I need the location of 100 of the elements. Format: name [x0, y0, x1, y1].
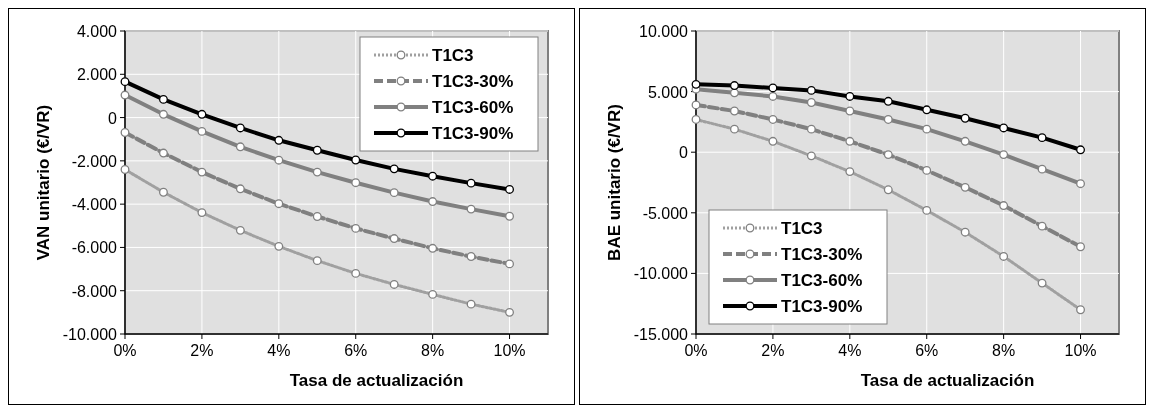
point	[922, 165, 932, 175]
point	[768, 136, 778, 146]
point	[1076, 179, 1085, 189]
x-tick-label: 0%	[684, 342, 708, 359]
point	[691, 115, 701, 124]
point	[159, 148, 168, 158]
point	[505, 184, 514, 194]
point	[428, 197, 438, 206]
point	[999, 201, 1009, 210]
point	[999, 251, 1009, 261]
point	[691, 79, 701, 89]
y-tick-label: -15.000	[633, 326, 689, 343]
point	[845, 167, 855, 177]
point	[120, 165, 130, 174]
point	[312, 256, 322, 266]
point	[351, 223, 361, 233]
legend-label: T1C3-60%	[432, 98, 514, 117]
legend-label: T1C3-90%	[781, 297, 863, 316]
point	[960, 113, 970, 123]
legend-label: T1C3	[781, 219, 823, 238]
point	[691, 100, 701, 110]
y-tick-label: -10.000	[633, 265, 689, 283]
point	[389, 279, 399, 289]
point	[351, 178, 361, 188]
point	[466, 204, 476, 214]
y-tick-label: 10.000	[639, 23, 689, 40]
x-axis-title: Tasa de actualización	[860, 371, 1035, 390]
point	[768, 83, 778, 93]
point	[505, 211, 514, 221]
point	[1076, 145, 1085, 155]
point	[159, 109, 168, 119]
point	[999, 150, 1009, 160]
point	[197, 208, 207, 218]
x-tick-label: 4%	[267, 342, 291, 359]
point	[806, 151, 816, 161]
point	[235, 225, 245, 235]
x-tick-label: 8%	[421, 342, 445, 359]
y-axis-title: VAN unitario (€/VR)	[34, 104, 53, 261]
point	[197, 109, 207, 119]
point	[922, 105, 932, 115]
point	[845, 136, 855, 146]
y-tick-label: 4.000	[76, 23, 118, 40]
point	[312, 212, 322, 221]
point	[274, 199, 284, 209]
point	[768, 92, 778, 101]
x-tick-label: 6%	[915, 342, 939, 359]
point	[428, 171, 438, 181]
point	[120, 128, 130, 137]
x-tick-label: 10%	[1064, 342, 1097, 359]
point	[922, 205, 932, 215]
point	[730, 106, 739, 116]
y-tick-label: -8.000	[71, 282, 118, 300]
point	[428, 243, 438, 253]
point	[960, 136, 970, 146]
point	[466, 178, 476, 188]
point	[1076, 242, 1085, 252]
y-tick-label: -2.000	[71, 152, 118, 170]
x-tick-label: 2%	[761, 342, 785, 359]
point	[883, 185, 893, 195]
point	[768, 115, 778, 124]
x-tick-label: 6%	[344, 342, 368, 359]
y-tick-label: -4.000	[71, 196, 118, 214]
point	[235, 142, 245, 152]
point	[197, 126, 207, 136]
point	[883, 96, 893, 106]
point	[845, 106, 855, 116]
point	[730, 124, 739, 134]
x-tick-label: 2%	[190, 342, 214, 359]
point	[1037, 133, 1047, 143]
y-tick-label: 0	[679, 144, 689, 162]
point	[312, 167, 322, 177]
point	[806, 85, 816, 95]
x-tick-label: 10%	[493, 342, 526, 359]
point	[466, 252, 476, 261]
point	[466, 299, 476, 309]
point	[428, 289, 438, 299]
x-tick-label: 8%	[992, 342, 1016, 359]
point	[312, 145, 322, 155]
point	[389, 188, 399, 198]
point	[159, 187, 168, 197]
point	[845, 92, 855, 101]
point	[389, 234, 399, 244]
point	[120, 90, 130, 100]
point	[883, 150, 893, 160]
point	[806, 124, 816, 134]
y-tick-label: -6.000	[71, 239, 118, 257]
x-tick-label: 4%	[838, 342, 862, 359]
point	[1037, 221, 1047, 231]
point	[1037, 278, 1047, 288]
point	[883, 115, 893, 124]
point	[197, 167, 207, 177]
point	[505, 307, 514, 317]
point	[730, 81, 739, 90]
point	[274, 135, 284, 145]
legend-label: T1C3-90%	[432, 124, 514, 143]
point	[999, 123, 1009, 133]
y-tick-label: 5.000	[647, 83, 689, 101]
y-tick-label: 0	[108, 109, 118, 127]
legend-label: T1C3-60%	[781, 271, 863, 290]
point	[960, 182, 970, 192]
